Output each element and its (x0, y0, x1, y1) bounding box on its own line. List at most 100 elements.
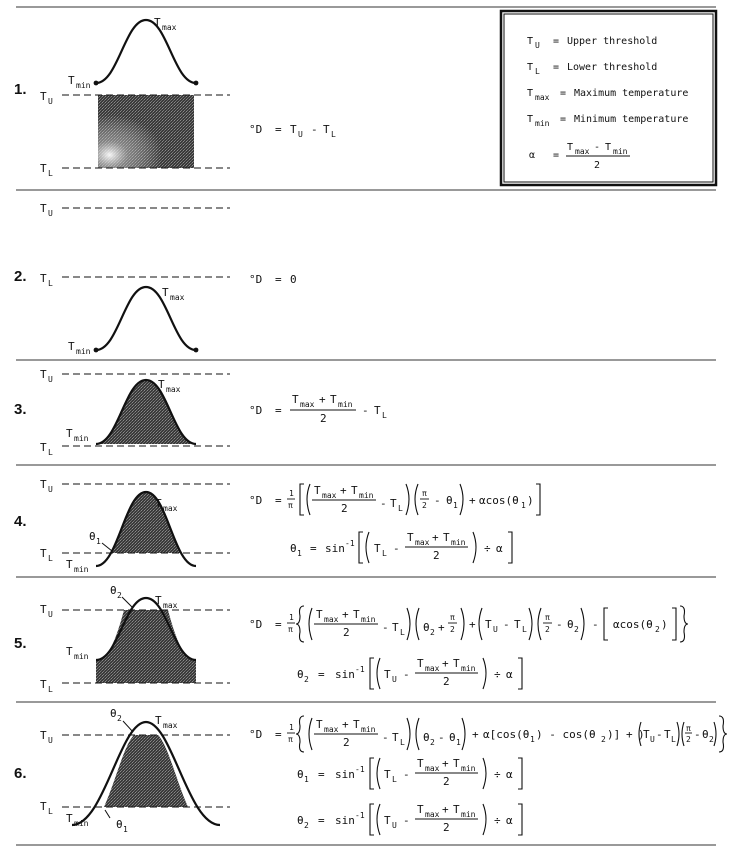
brace-open (296, 606, 304, 642)
tl-label: T (40, 678, 47, 691)
frac-pi: π (545, 613, 550, 622)
tu-label: T (40, 478, 47, 491)
formula-sup: -1 (355, 665, 365, 674)
legend-sub: max (535, 93, 550, 102)
formula-op: - (434, 494, 441, 507)
frac-num-op: + (342, 718, 349, 731)
formula-case-6-theta2: θ 2 = sin -1 T U - T max + T min 2 ÷ α (297, 803, 522, 835)
formula-op: - (592, 618, 599, 631)
tmax-label-sub: max (163, 601, 178, 610)
formula-sym: α (496, 542, 503, 555)
formula-op: ÷ (494, 668, 501, 681)
frac-den: 2 (450, 625, 455, 634)
formula-sub: 1 (521, 501, 526, 510)
frac-num: T (417, 803, 424, 816)
brace-close (680, 606, 688, 642)
formula-lhs: °D (249, 404, 262, 417)
legend-sym: T (527, 36, 533, 47)
case-number: 2. (14, 268, 27, 285)
paren-close (483, 804, 486, 835)
formula-sub: U (298, 130, 303, 139)
formula-sym: θ (423, 731, 430, 744)
formula-sub: 1 (304, 775, 309, 784)
formula-sub: L (382, 549, 387, 558)
frac-den: 2 (343, 736, 350, 749)
paren-open (307, 484, 310, 515)
legend-eq: = (553, 36, 559, 47)
legend-eq: = (553, 150, 559, 161)
case-1: 1. T max T min T U T L °D = T U - T L (14, 16, 336, 178)
formula-op: ÷ (494, 768, 501, 781)
formula-sup: -1 (355, 765, 365, 774)
formula-sub: 2 (709, 735, 714, 744)
legend-def: Upper threshold (567, 36, 657, 47)
frac-num: T (314, 484, 321, 497)
brace-open (296, 716, 304, 752)
formula-sub: 1 (456, 738, 461, 747)
frac-num-sub: min (461, 810, 476, 819)
frac-den: 2 (686, 735, 691, 744)
theta2-label: θ (110, 584, 117, 597)
tl-label: T (40, 800, 47, 813)
frac-num: T (353, 718, 360, 731)
paren-open (416, 608, 419, 640)
paren-close (483, 758, 486, 789)
degree-day-highlight (98, 95, 194, 168)
formula-sub: 2 (430, 738, 435, 747)
bracket-open (370, 758, 374, 789)
formula-sin: sin (335, 814, 355, 827)
theta2-label: θ (110, 707, 117, 720)
formula-result: 0 (290, 273, 297, 286)
coef-num: 1 (289, 723, 294, 732)
coef-num: 1 (289, 613, 294, 622)
degree-day-area (104, 735, 188, 807)
tl-label-sub: L (48, 807, 53, 816)
legend-alpha-den: 2 (594, 160, 600, 171)
frac-den: 2 (343, 626, 350, 639)
formula-sym: T (485, 618, 492, 631)
frac-num: T (316, 608, 323, 621)
formula-op: - (382, 731, 389, 744)
formula-case-4-main: °D = 1 π T max + T min 2 - T L π 2 - θ 1 (249, 484, 540, 515)
frac-num-op: + (432, 531, 439, 544)
legend-sym: T (527, 114, 533, 125)
legend-eq: = (560, 88, 566, 99)
formula-lhs: °D (249, 273, 262, 286)
case-number: 4. (14, 513, 27, 530)
formula-sym: α (506, 668, 513, 681)
bracket-open (359, 532, 363, 563)
theta1-label-sub: 1 (96, 537, 101, 546)
frac-num-op: + (342, 608, 349, 621)
frac-num-sub: max (324, 615, 339, 624)
paren-close (483, 658, 486, 689)
tl-label-sub: L (48, 279, 53, 288)
frac-den: 2 (545, 625, 550, 634)
frac-num: T (292, 393, 299, 406)
formula-sub: L (522, 625, 527, 634)
formula-sub: 2 (655, 625, 660, 634)
curve-endpoint (194, 81, 199, 86)
tmin-label-sub: min (74, 652, 89, 661)
formula-sym: T (374, 542, 381, 555)
formula-sin: sin (335, 768, 355, 781)
tl-label-sub: L (48, 685, 53, 694)
paren-open (538, 608, 541, 640)
case-number: 5. (14, 635, 27, 652)
frac-den: 2 (443, 775, 450, 788)
formula-sym: T (323, 123, 330, 136)
formula-sub: L (392, 775, 397, 784)
degree-day-area (96, 610, 196, 683)
formula-sub: 1 (297, 549, 302, 558)
paren-close (462, 718, 465, 750)
formula-op: - (403, 668, 410, 681)
formula-sub: L (331, 130, 336, 139)
formula-sym: θ (297, 668, 304, 681)
frac-num-sub: max (324, 725, 339, 734)
tl-label: T (40, 162, 47, 175)
tmin-label: T (68, 74, 75, 87)
paren-close (714, 722, 716, 746)
formula-case-5-main: °D = 1 π T max + T min 2 - T L θ 2 + π 2 (249, 606, 688, 642)
frac-den: 2 (443, 675, 450, 688)
frac-num-op: + (442, 803, 449, 816)
